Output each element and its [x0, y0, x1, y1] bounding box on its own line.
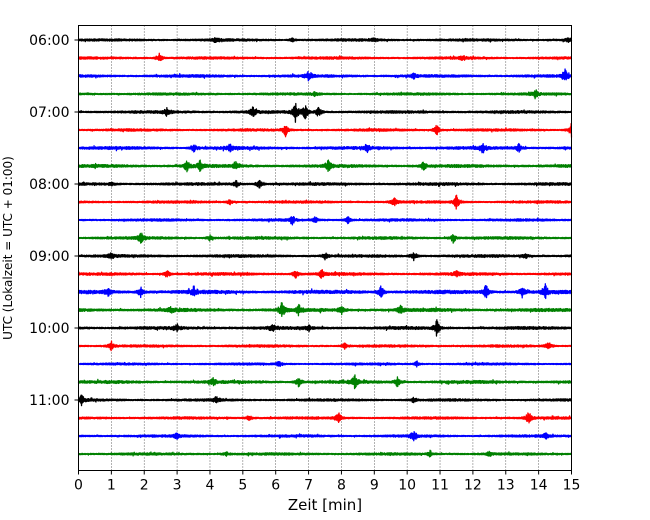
seismic-trace	[77, 431, 573, 442]
x-tick-label: 7	[304, 478, 313, 494]
seismic-trace	[77, 102, 573, 123]
y-tick-label: 10:00	[29, 321, 69, 337]
y-tick-label: 11:00	[29, 393, 69, 409]
seismic-trace	[77, 232, 573, 244]
seismic-trace	[77, 374, 573, 390]
x-tick-label: 11	[431, 478, 449, 494]
y-axis: 06:00 07:00 08:00 09:00 10:00 11:00	[29, 33, 79, 409]
seismic-trace	[77, 319, 573, 337]
seismic-trace	[77, 194, 573, 210]
x-tick-label: 5	[238, 478, 247, 494]
trace-layer	[77, 37, 573, 458]
x-tick-label: 0	[74, 478, 83, 494]
seismic-trace	[77, 179, 573, 189]
x-tick-label: 10	[398, 478, 416, 494]
seismic-trace	[77, 52, 573, 62]
grid-layer	[111, 25, 539, 471]
seismic-trace	[77, 302, 573, 318]
y-tick-label: 08:00	[29, 177, 69, 193]
x-tick-label: 6	[271, 478, 280, 494]
seismic-trace	[77, 360, 573, 368]
seismic-trace	[77, 89, 573, 100]
plot-frame	[78, 25, 572, 471]
seismic-trace	[77, 37, 573, 44]
x-tick-label: 13	[497, 478, 515, 494]
x-tick-label: 8	[337, 478, 346, 494]
x-tick-label: 15	[563, 478, 581, 494]
seismic-trace	[77, 122, 573, 138]
seismic-trace	[77, 412, 573, 424]
y-tick-label: 06:00	[29, 33, 69, 49]
x-tick-label: 4	[206, 478, 215, 494]
seismic-trace	[77, 449, 573, 458]
seismic-trace	[77, 68, 573, 82]
x-axis-label: Zeit [min]	[288, 496, 362, 514]
x-tick-label: 1	[107, 478, 116, 494]
seismic-trace	[77, 215, 573, 226]
seismic-trace	[77, 340, 573, 352]
seismic-trace	[77, 159, 573, 173]
x-tick-label: 12	[464, 478, 482, 494]
seismic-trace	[77, 283, 573, 300]
x-tick-label: 14	[530, 478, 548, 494]
seismic-trace	[77, 142, 573, 154]
x-tick-label: 3	[173, 478, 182, 494]
x-tick-label: 9	[370, 478, 379, 494]
y-tick-label: 09:00	[29, 249, 69, 265]
x-axis: 0 1 2 3 4 5 6 7 8 9 10 11 12 13 14 15	[74, 470, 581, 494]
seismic-trace	[77, 269, 573, 279]
seismic-trace	[77, 252, 573, 262]
x-tick-label: 2	[140, 478, 149, 494]
y-axis-label: UTC (Lokalzeit = UTC + 01:00)	[1, 156, 15, 340]
seismic-trace	[77, 394, 573, 407]
y-tick-label: 07:00	[29, 105, 69, 121]
